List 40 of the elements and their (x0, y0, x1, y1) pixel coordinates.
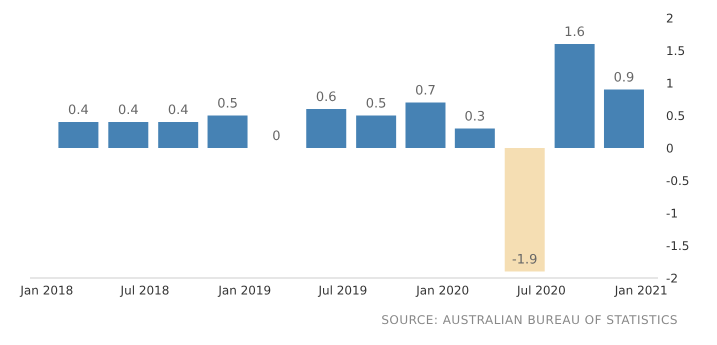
x-tick-label: Jul 2018 (120, 284, 170, 298)
y-tick-label: 1.5 (666, 44, 686, 58)
data-label: 0.9 (614, 70, 634, 86)
data-label: 0.3 (464, 110, 486, 124)
bar (158, 122, 198, 148)
bar (554, 44, 595, 148)
x-tick-label: Jan 2021 (614, 284, 668, 298)
data-label: 0.4 (168, 103, 189, 118)
bar (208, 116, 248, 148)
x-tick-label: Jan 2019 (217, 284, 272, 298)
y-tick-label: 2 (666, 11, 674, 26)
data-label: 0.7 (415, 84, 436, 98)
data-label: -1.9 (512, 252, 538, 268)
y-tick-label: 0 (666, 141, 674, 156)
bar (306, 109, 346, 148)
bar (58, 122, 98, 148)
bar (405, 102, 446, 148)
x-tick-label: Jan 2020 (415, 284, 470, 298)
bar (356, 116, 396, 148)
data-label: 1.6 (564, 25, 585, 40)
x-tick-label: Jul 2019 (317, 284, 368, 298)
data-label: 0.6 (316, 90, 337, 105)
y-tick-label: 1 (666, 76, 674, 90)
data-label: 0.5 (366, 96, 386, 112)
bar (504, 148, 545, 272)
data-label: 0.4 (118, 103, 139, 118)
y-tick-label: -1 (666, 206, 678, 220)
y-tick-label: 0.5 (666, 108, 686, 123)
bar (454, 128, 495, 148)
data-label: 0.5 (217, 96, 238, 112)
data-label: 0.4 (68, 103, 89, 118)
x-tick-label: Jan 2018 (19, 284, 74, 298)
x-tick-label: Jul 2020 (516, 284, 566, 298)
y-tick-label: -2 (666, 271, 678, 286)
data-label: 0 (272, 129, 280, 144)
bar (604, 90, 644, 148)
y-tick-label: -0.5 (666, 174, 690, 188)
bar (108, 122, 148, 148)
source-note: SOURCE: AUSTRALIAN BUREAU OF STATISTICS (380, 313, 679, 327)
y-tick-label: -1.5 (666, 238, 690, 253)
